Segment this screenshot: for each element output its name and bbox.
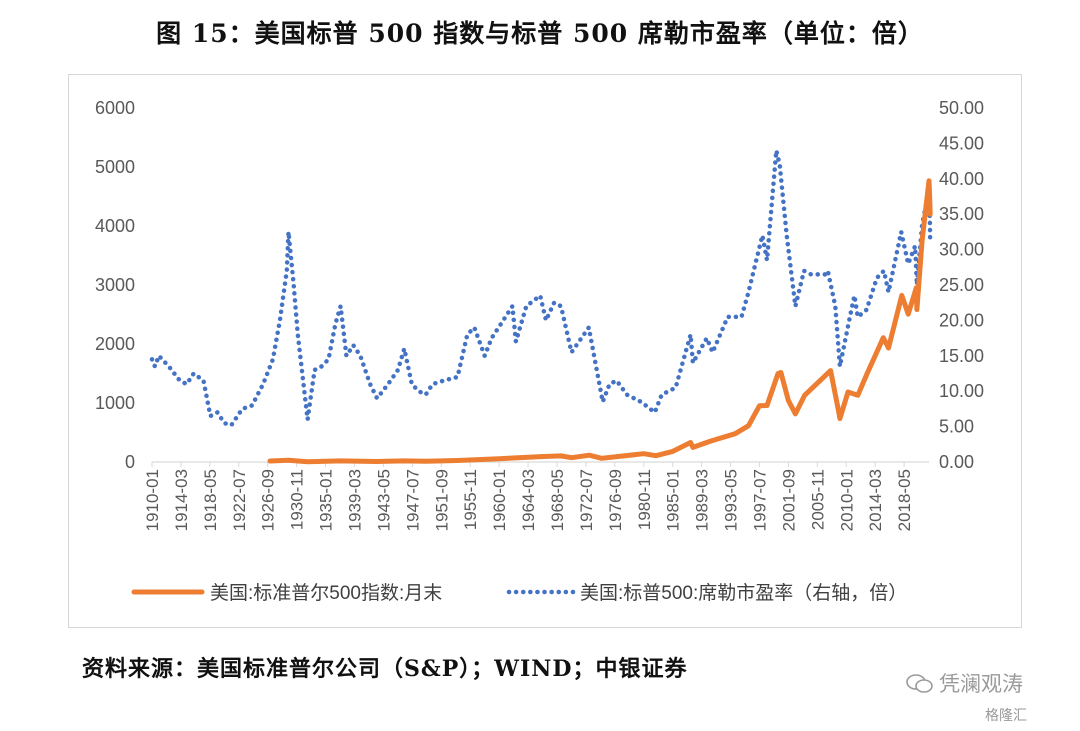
- x-tick-label: 1922-07: [230, 469, 249, 531]
- x-tick-label: 2018-05: [895, 469, 914, 531]
- legend-label-pe: 美国:标普500:席勒市盈率（右轴，倍）: [580, 582, 907, 604]
- x-tick-label: 1943-05: [374, 469, 393, 531]
- x-tick-label: 2014-03: [866, 469, 885, 531]
- y-right-tick-label: 20.00: [939, 310, 984, 330]
- series-pe-dotted: [149, 149, 933, 428]
- x-tick-label: 1997-07: [750, 469, 769, 531]
- y-axis-left: 0 1000 2000 3000 4000 5000 6000: [95, 98, 135, 472]
- x-tick-label: 2005-11: [808, 469, 827, 530]
- figure-title: 图 15：美国标普 500 指数与标普 500 席勒市盈率（单位：倍）: [156, 19, 924, 48]
- watermark-main: 凭澜观涛: [939, 672, 1023, 696]
- wechat-icon: [906, 674, 933, 693]
- y-right-tick-label: 25.00: [939, 275, 984, 295]
- y-right-tick-label: 10.00: [939, 381, 984, 401]
- x-tick-label: 1947-07: [403, 469, 422, 531]
- y-right-tick-label: 45.00: [939, 133, 984, 153]
- y-right-tick-label: 30.00: [939, 240, 984, 260]
- y-left-tick-label: 2000: [95, 334, 135, 354]
- y-right-tick-label: 35.00: [939, 204, 984, 224]
- series-index-path: [267, 178, 933, 465]
- y-left-tick-label: 1000: [95, 393, 135, 413]
- x-tick-label: 1914-03: [172, 469, 191, 531]
- x-tick-label: 1910-01: [143, 469, 162, 531]
- y-right-tick-label: 0.00: [939, 452, 974, 472]
- x-tick-label: 1989-03: [693, 469, 712, 531]
- y-left-tick-label: 0: [125, 452, 135, 472]
- x-tick-label: 1918-05: [201, 469, 220, 531]
- y-left-tick-label: 5000: [95, 157, 135, 177]
- x-tick-label: 1955-11: [461, 469, 480, 530]
- x-tick-label: 1964-03: [519, 469, 538, 531]
- x-tick-label: 1935-01: [317, 469, 336, 531]
- x-axis: 1910-01 1914-03 1918-05 1922-07 1926-09 1930-…: [143, 461, 929, 531]
- x-tick-label: 1926-09: [259, 469, 278, 531]
- y-left-tick-label: 4000: [95, 216, 135, 236]
- y-right-tick-label: 50.00: [939, 98, 984, 118]
- y-right-tick-label: 5.00: [939, 417, 974, 437]
- x-tick-label: 1951-09: [432, 469, 451, 531]
- y-axis-right: 0.00 5.00 10.00 15.00 20.00 25.00 30.00 35.00 40…: [939, 98, 984, 472]
- x-tick-label: 1985-01: [664, 469, 683, 531]
- legend: 美国:标准普尔500指数:月末 美国:标普500:席勒市盈率（右轴，倍）: [131, 582, 907, 604]
- x-tick-label: 1939-03: [345, 469, 364, 531]
- x-tick-label: 2001-09: [779, 469, 798, 531]
- y-left-tick-label: 3000: [95, 275, 135, 295]
- watermark-sub: 格隆汇: [985, 708, 1027, 724]
- source-note: 资料来源：美国标准普尔公司（S&P）；WIND；中银证券: [82, 656, 688, 682]
- x-tick-label: 1976-09: [606, 469, 625, 531]
- x-tick-label: 1993-05: [722, 469, 741, 531]
- chart-area: 1910-01 1914-03 1918-05 1922-07 1926-09 1930-…: [68, 74, 1022, 628]
- x-tick-label: 1980-11: [635, 469, 654, 530]
- x-tick-label: 1960-01: [490, 469, 509, 531]
- x-tick-label: 1930-11: [288, 469, 307, 530]
- series-index-line: [267, 178, 933, 465]
- series-pe-line: [149, 149, 933, 428]
- x-tick-label: 2010-01: [837, 469, 856, 531]
- legend-label-index: 美国:标准普尔500指数:月末: [210, 582, 442, 604]
- y-right-tick-label: 15.00: [939, 346, 984, 366]
- x-tick-label: 1968-05: [548, 469, 567, 531]
- x-tick-label: 1972-07: [577, 469, 596, 531]
- y-right-tick-label: 40.00: [939, 169, 984, 189]
- chart-svg: 1910-01 1914-03 1918-05 1922-07 1926-09 1930-…: [95, 98, 984, 604]
- y-left-tick-label: 6000: [95, 98, 135, 118]
